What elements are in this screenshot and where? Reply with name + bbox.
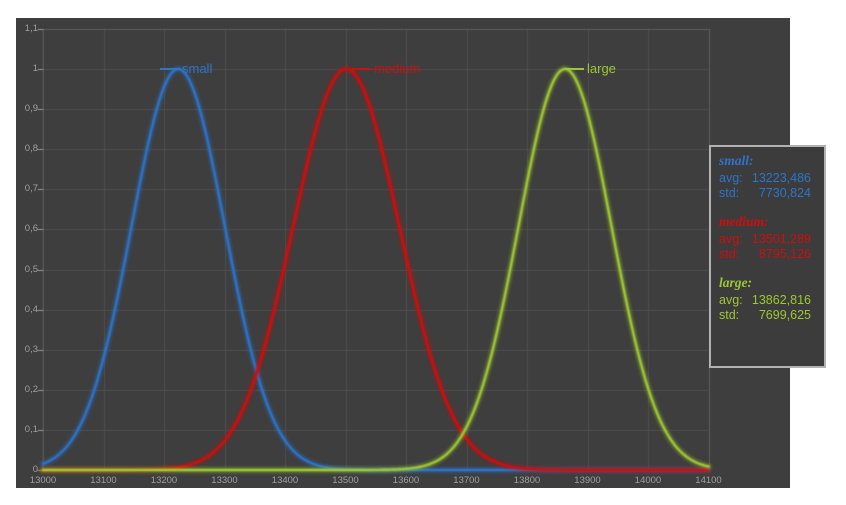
stats-group-small: small: avg: 13223,486 std: 7730,824 <box>719 153 824 201</box>
stats-std-value: 8795,126 <box>758 247 811 261</box>
stats-avg-value: 13862,816 <box>751 293 811 307</box>
stats-std-label: std: <box>719 186 740 200</box>
legend-label-small: small <box>182 61 213 76</box>
stats-row-small-avg: avg: 13223,486 <box>719 171 824 186</box>
legend-label-medium: medium <box>374 61 421 76</box>
y-tick-label: 0,8 <box>24 143 38 155</box>
x-tick-label: 13900 <box>574 475 601 486</box>
stats-box: small: avg: 13223,486 std: 7730,824 medi… <box>709 145 826 368</box>
stats-header-medium: medium: <box>719 214 769 229</box>
legend-line-swatch-small <box>160 68 179 70</box>
x-tick-label: 13600 <box>392 475 420 486</box>
x-tick-label: 13000 <box>29 475 57 486</box>
stats-group-large: large: avg: 13862,816 std: 7699,625 <box>719 275 824 323</box>
x-tick-label: 13400 <box>271 475 299 486</box>
x-tick-label: 13700 <box>453 475 480 486</box>
chart-area: 1,1 1 0,9 0,8 0,7 0,6 0,5 0,4 0,3 0,2 0,1 0 13000 13… <box>16 18 790 488</box>
legend-item-large: large <box>565 61 616 77</box>
stats-std-value: 7730,824 <box>758 186 811 200</box>
y-tick-label: 0,7 <box>24 183 38 195</box>
legend-item-small: small <box>160 61 212 77</box>
y-tick-label: 1,1 <box>24 22 38 34</box>
stats-avg-label: avg: <box>719 293 743 307</box>
x-tick-label: 13300 <box>211 475 238 486</box>
x-tick-label: 13100 <box>90 475 117 486</box>
stats-row-small-std: std: 7730,824 <box>719 186 824 201</box>
legend-label-large: large <box>587 61 616 76</box>
stats-row-large-avg: avg: 13862,816 <box>719 293 824 308</box>
x-tick-label: 14100 <box>695 475 722 486</box>
stats-row-large-std: std: 7699,625 <box>719 308 824 323</box>
y-tick-label: 1 <box>32 63 38 74</box>
stats-avg-label: avg: <box>719 171 743 185</box>
stats-group-medium: medium: avg: 13501,289 std: 8795,126 <box>719 214 824 262</box>
stats-header-small: small: <box>719 153 754 168</box>
legend-item-medium: medium <box>352 61 420 77</box>
y-tick-label: 0,5 <box>24 263 38 275</box>
plot-canvas <box>16 18 790 488</box>
y-tick-label: 0,6 <box>24 223 38 235</box>
y-tick-label: 0,2 <box>24 383 38 395</box>
legend-line-swatch-medium <box>352 68 371 70</box>
y-tick-label: 0,1 <box>24 423 38 435</box>
legend-line-swatch-large <box>565 68 584 70</box>
y-tick-label: 0,3 <box>24 343 38 355</box>
x-tick-label: 13500 <box>332 475 359 486</box>
stats-std-value: 7699,625 <box>758 308 811 322</box>
x-tick-label: 13800 <box>513 475 541 486</box>
stats-header-large: large: <box>719 275 752 290</box>
stats-std-label: std: <box>719 247 740 261</box>
stats-avg-value: 13223,486 <box>751 171 811 185</box>
stats-avg-value: 13501,289 <box>751 232 811 246</box>
y-tick-label: 0,4 <box>24 303 38 315</box>
stats-std-label: std: <box>719 308 740 322</box>
x-tick-label: 13200 <box>150 475 178 486</box>
y-tick-label: 0 <box>32 464 38 475</box>
y-tick-label: 0,9 <box>24 103 38 115</box>
stats-row-medium-avg: avg: 13501,289 <box>719 232 824 247</box>
stats-row-medium-std: std: 8795,126 <box>719 247 824 262</box>
x-tick-label: 14000 <box>634 475 662 486</box>
stats-avg-label: avg: <box>719 232 743 246</box>
